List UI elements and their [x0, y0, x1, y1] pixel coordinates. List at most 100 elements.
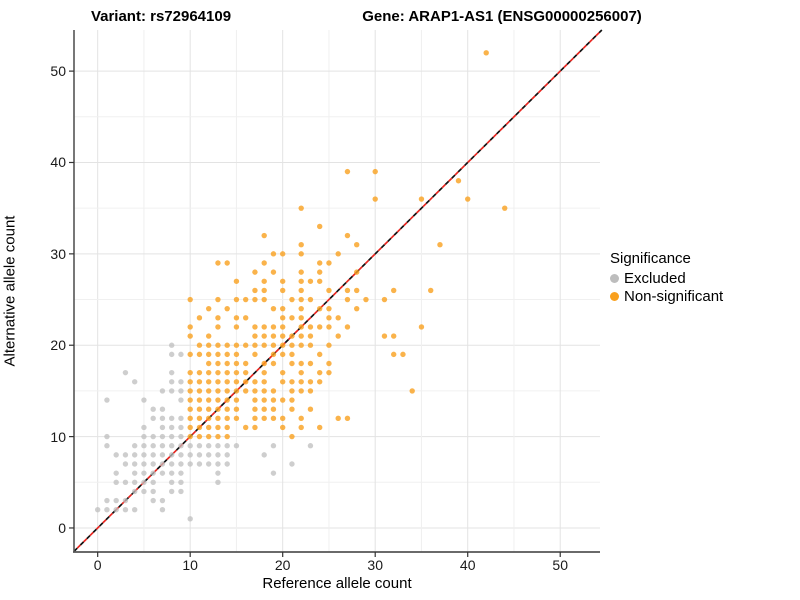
scatter-point-excluded: [224, 452, 230, 458]
scatter-point-non-significant: [326, 287, 332, 294]
scatter-point-non-significant: [381, 296, 388, 303]
scatter-point-excluded: [113, 506, 119, 513]
scatter-point-excluded: [178, 479, 184, 485]
scatter-point-excluded: [104, 397, 110, 403]
scatter-point-excluded: [168, 479, 175, 485]
scatter-point-non-significant: [224, 433, 230, 440]
identity-line-black-dashes: [73, 29, 603, 552]
scatter-point-non-significant: [279, 305, 286, 312]
scatter-point-non-significant: [335, 415, 341, 422]
scatter-point-non-significant: [279, 379, 286, 385]
legend-item-label: Non-significant: [624, 287, 724, 305]
scatter-point-non-significant: [326, 369, 332, 376]
scatter-point-excluded: [196, 443, 203, 449]
scatter-point-non-significant: [317, 351, 323, 358]
scatter-point-non-significant: [224, 406, 230, 412]
scatter-point-excluded: [159, 433, 166, 440]
scatter-point-non-significant: [317, 379, 323, 385]
legend-swatch-icon: [610, 273, 619, 283]
scatter-point-excluded: [113, 452, 119, 458]
scatter-point-non-significant: [215, 351, 221, 358]
x-tick-label: 20: [274, 557, 291, 573]
scatter-point-non-significant: [187, 424, 193, 431]
scatter-point-non-significant: [279, 397, 286, 403]
scatter-point-excluded: [178, 461, 184, 467]
scatter-point-excluded: [168, 461, 175, 467]
scatter-point-excluded: [224, 443, 230, 449]
scatter-point-non-significant: [215, 324, 221, 330]
scatter-point-non-significant: [215, 315, 221, 321]
scatter-point-non-significant: [326, 315, 332, 321]
scatter-point-non-significant: [326, 260, 332, 266]
scatter-point-non-significant: [224, 415, 230, 422]
scatter-point-non-significant: [317, 278, 323, 284]
scatter-point-non-significant: [233, 351, 240, 358]
scatter-point-non-significant: [279, 369, 286, 376]
scatter-point-non-significant: [279, 333, 286, 339]
scatter-point-non-significant: [437, 242, 443, 248]
scatter-point-excluded: [168, 415, 175, 422]
scatter-point-excluded: [122, 461, 129, 467]
legend-item-label: Excluded: [624, 269, 686, 287]
scatter-point-non-significant: [196, 433, 203, 440]
scatter-point-non-significant: [215, 369, 221, 376]
scatter-point-non-significant: [205, 379, 212, 385]
scatter-point-non-significant: [298, 305, 304, 312]
scatter-point-non-significant: [428, 287, 434, 294]
scatter-point-non-significant: [215, 388, 221, 394]
scatter-point-non-significant: [233, 342, 240, 348]
scatter-point-non-significant: [261, 369, 267, 376]
scatter-point-non-significant: [289, 360, 295, 367]
scatter-point-non-significant: [307, 333, 314, 339]
scatter-point-non-significant: [252, 397, 258, 403]
scatter-point-excluded: [159, 461, 166, 467]
scatter-point-non-significant: [215, 342, 221, 348]
scatter-point-excluded: [159, 452, 166, 458]
scatter-point-excluded: [307, 443, 314, 449]
scatter-point-excluded: [178, 424, 184, 431]
scatter-point-excluded: [150, 443, 156, 449]
scatter-point-non-significant: [372, 168, 378, 175]
scatter-point-non-significant: [215, 296, 221, 303]
scatter-point-non-significant: [344, 324, 351, 330]
scatter-point-non-significant: [187, 415, 193, 422]
scatter-point-non-significant: [344, 168, 351, 175]
scatter-point-non-significant: [252, 406, 258, 412]
scatter-point-excluded: [122, 369, 129, 376]
scatter-point-excluded: [141, 461, 147, 467]
scatter-point-non-significant: [233, 278, 240, 284]
scatter-point-non-significant: [261, 260, 267, 266]
scatter-point-excluded: [168, 443, 175, 449]
scatter-point-non-significant: [289, 379, 295, 385]
scatter-point-non-significant: [354, 287, 360, 294]
scatter-point-excluded: [178, 397, 184, 403]
scatter-point-non-significant: [298, 296, 304, 303]
scatter-point-excluded: [178, 443, 184, 449]
scatter-point-excluded: [178, 415, 184, 422]
scatter-point-non-significant: [317, 369, 323, 376]
scatter-point-non-significant: [391, 287, 397, 294]
scatter-point-non-significant: [205, 424, 212, 431]
scatter-point-non-significant: [252, 287, 258, 294]
scatter-point-non-significant: [187, 397, 193, 403]
scatter-point-non-significant: [252, 342, 258, 348]
scatter-point-excluded: [122, 506, 129, 513]
scatter-point-non-significant: [242, 296, 249, 303]
scatter-point-non-significant: [317, 223, 323, 230]
scatter-point-non-significant: [252, 415, 258, 422]
scatter-point-non-significant: [298, 342, 304, 348]
scatter-point-excluded: [168, 452, 175, 458]
scatter-point-non-significant: [205, 415, 212, 422]
scatter-point-excluded: [150, 406, 156, 412]
scatter-point-excluded: [178, 488, 184, 495]
scatter-point-non-significant: [261, 415, 267, 422]
scatter-point-non-significant: [279, 287, 286, 294]
scatter-point-non-significant: [261, 379, 267, 385]
scatter-point-non-significant: [252, 333, 258, 339]
x-axis-label: Reference allele count: [262, 575, 412, 592]
scatter-point-excluded: [104, 433, 110, 440]
scatter-point-non-significant: [205, 333, 212, 339]
scatter-point-non-significant: [279, 342, 286, 348]
scatter-point-non-significant: [252, 296, 258, 303]
